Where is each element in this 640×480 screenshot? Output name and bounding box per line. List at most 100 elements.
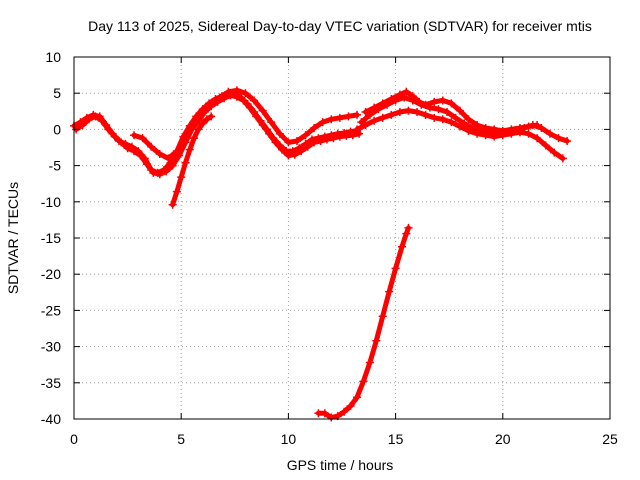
data-point xyxy=(117,138,126,147)
series-track-7 xyxy=(361,87,542,135)
x-tick-label: 20 xyxy=(495,431,511,447)
data-point xyxy=(370,116,379,125)
data-point xyxy=(239,96,248,105)
data-point xyxy=(404,223,413,232)
data-point xyxy=(147,142,156,151)
x-axis-label: GPS time / hours xyxy=(287,457,394,473)
series-track xyxy=(358,95,570,144)
data-point xyxy=(344,112,353,121)
data-point xyxy=(481,123,490,132)
x-tick-label: 15 xyxy=(388,431,404,447)
data-point xyxy=(318,118,327,127)
data-point xyxy=(451,113,460,122)
data-point xyxy=(329,134,338,143)
data-point xyxy=(515,123,524,132)
data-point xyxy=(241,89,250,98)
data-point xyxy=(202,115,211,124)
data-point xyxy=(378,113,387,122)
data-point xyxy=(164,154,173,163)
data-point xyxy=(533,121,542,130)
data-point xyxy=(361,121,370,130)
data-point xyxy=(340,407,349,416)
data-point xyxy=(97,116,106,125)
data-point xyxy=(438,115,447,124)
data-point xyxy=(558,154,567,163)
series-track-8 xyxy=(314,223,413,422)
data-point xyxy=(359,377,368,386)
series-track-4 xyxy=(168,112,216,209)
data-point xyxy=(378,312,387,321)
data-point xyxy=(290,150,299,159)
x-tick-label: 5 xyxy=(177,431,185,447)
data-point xyxy=(123,144,132,153)
data-point xyxy=(395,90,404,99)
series-track xyxy=(315,225,411,421)
data-point xyxy=(303,142,312,151)
data-point xyxy=(310,123,319,132)
data-point xyxy=(277,145,286,154)
data-point xyxy=(550,148,559,157)
y-tick-label: -30 xyxy=(41,339,61,355)
data-point xyxy=(447,118,456,127)
data-point xyxy=(473,121,482,130)
data-point xyxy=(130,131,139,140)
data-point xyxy=(78,121,87,130)
data-point xyxy=(524,129,533,138)
data-point xyxy=(301,131,310,140)
series-track-3 xyxy=(130,86,362,163)
data-point xyxy=(391,264,400,273)
data-point xyxy=(232,86,241,95)
data-point xyxy=(310,138,319,147)
data-point xyxy=(271,138,280,147)
data-point xyxy=(181,158,190,167)
data-point xyxy=(198,119,207,128)
data-point xyxy=(554,134,563,143)
series-track xyxy=(363,89,540,134)
y-tick-label: -10 xyxy=(41,194,61,210)
data-point xyxy=(245,103,254,112)
data-point xyxy=(348,131,357,140)
data-point xyxy=(372,336,381,345)
x-tick-label: 10 xyxy=(281,431,297,447)
y-tick-label: -25 xyxy=(41,302,61,318)
y-tick-label: 0 xyxy=(53,121,61,137)
chart-title: Day 113 of 2025, Sidereal Day-to-day VTE… xyxy=(88,18,592,34)
data-point xyxy=(438,96,447,105)
data-point xyxy=(327,115,336,124)
data-point xyxy=(378,99,387,108)
data-point xyxy=(357,118,366,127)
data-point xyxy=(91,112,100,121)
data-point xyxy=(335,113,344,122)
data-point xyxy=(346,401,355,410)
data-point xyxy=(464,115,473,124)
data-point xyxy=(434,105,443,114)
y-tick-label: 5 xyxy=(53,85,61,101)
series-track xyxy=(170,113,214,208)
series-track xyxy=(73,92,362,177)
data-point xyxy=(172,187,181,196)
data-point xyxy=(385,287,394,296)
data-point xyxy=(455,106,464,115)
data-point xyxy=(460,119,469,128)
data-point xyxy=(455,122,464,131)
data-point xyxy=(408,92,417,101)
data-point xyxy=(224,87,233,96)
data-point xyxy=(365,358,374,367)
y-tick-label: -40 xyxy=(41,411,61,427)
data-point xyxy=(149,168,158,177)
data-point xyxy=(533,134,542,143)
x-axis: 0 5 10 15 20 25 xyxy=(70,57,618,447)
data-point xyxy=(398,242,407,251)
data-point xyxy=(353,393,362,402)
data-point xyxy=(142,160,151,169)
data-points xyxy=(70,86,572,422)
data-point xyxy=(162,167,171,176)
data-point xyxy=(404,106,413,115)
data-point xyxy=(252,112,261,121)
data-point xyxy=(258,121,267,130)
data-point xyxy=(172,147,181,156)
data-point xyxy=(198,109,207,118)
data-point xyxy=(85,115,94,124)
data-point xyxy=(507,125,516,134)
data-point xyxy=(136,151,145,160)
